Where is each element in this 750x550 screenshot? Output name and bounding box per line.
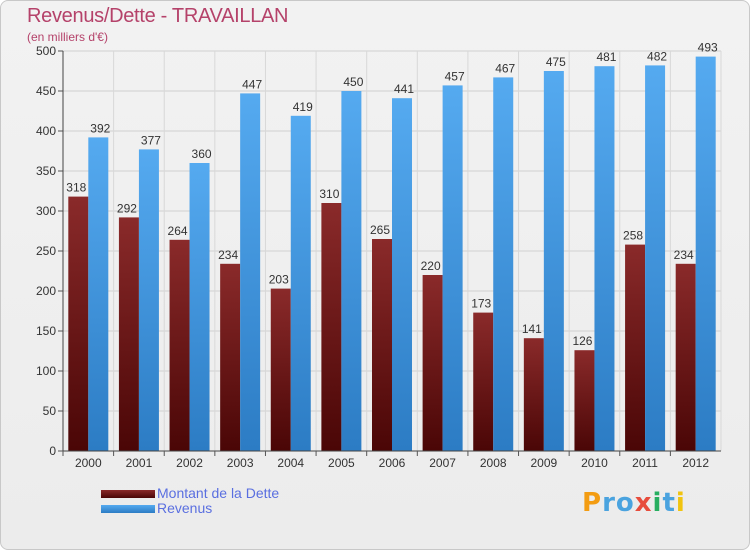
bar-revenus: [543, 71, 564, 451]
data-label-revenus: 481: [596, 50, 616, 64]
data-label-revenus: 493: [698, 41, 718, 55]
bar-revenus: [88, 137, 109, 451]
bar-debt: [625, 244, 646, 451]
data-label-revenus: 419: [293, 100, 313, 114]
data-label-debt: 234: [218, 248, 238, 262]
data-label-debt: 318: [66, 181, 86, 195]
bar-debt: [68, 196, 89, 451]
chart-subtitle: (en milliers d'€): [27, 30, 108, 44]
bar-revenus: [138, 149, 159, 451]
data-label-revenus: 482: [647, 49, 667, 63]
logo-letter: i: [675, 488, 686, 518]
bar-debt: [574, 350, 595, 451]
data-label-debt: 173: [471, 297, 491, 311]
bar-revenus: [341, 91, 362, 451]
data-label-debt: 292: [117, 201, 137, 215]
legend-swatch-debt: [101, 490, 155, 498]
chart-title: Revenus/Dette - TRAVAILLAN: [27, 5, 289, 27]
data-label-revenus: 467: [495, 61, 515, 75]
data-label-debt: 220: [421, 259, 441, 273]
x-tick-label: 2003: [227, 456, 254, 470]
bar-revenus: [442, 85, 463, 452]
bar-debt: [422, 275, 443, 451]
x-tick-label: 2004: [277, 456, 304, 470]
bar-revenus: [645, 65, 666, 452]
bar-debt: [523, 338, 544, 451]
x-tick-label: 2007: [429, 456, 456, 470]
data-label-revenus: 392: [90, 121, 110, 135]
y-tick-label: 300: [36, 204, 56, 218]
legend-swatch-revenus: [101, 505, 155, 513]
x-tick-label: 2001: [126, 456, 153, 470]
bar-debt: [321, 203, 342, 451]
legend-label-revenus: Revenus: [157, 500, 213, 516]
bar-debt: [675, 263, 696, 451]
data-label-revenus: 457: [445, 69, 465, 83]
data-label-debt: 141: [522, 322, 542, 336]
logo-letter: r: [602, 488, 616, 518]
x-tick-label: 2009: [530, 456, 557, 470]
data-label-revenus: 475: [546, 55, 566, 69]
y-tick-label: 500: [36, 44, 56, 58]
logo-letter: i: [652, 488, 663, 518]
y-tick-label: 250: [36, 244, 56, 258]
data-label-debt: 234: [674, 248, 694, 262]
bar-revenus: [392, 98, 412, 451]
bar-debt: [270, 288, 291, 451]
data-label-revenus: 360: [192, 147, 212, 161]
bar-revenus: [493, 77, 514, 452]
y-tick-label: 450: [36, 84, 56, 98]
data-label-debt: 265: [370, 223, 390, 237]
bar-debt: [220, 263, 241, 451]
data-label-revenus: 441: [394, 82, 414, 96]
y-tick-label: 400: [36, 124, 56, 138]
bar-revenus: [594, 66, 615, 451]
x-tick-label: 2006: [379, 456, 406, 470]
proxiti-logo: Proxiti: [582, 488, 686, 518]
y-tick-label: 200: [36, 284, 56, 298]
data-label-revenus: 450: [343, 75, 363, 89]
logo-letter: x: [634, 488, 653, 518]
logo-letter: o: [615, 488, 635, 518]
bar-debt: [118, 217, 139, 451]
data-label-debt: 264: [168, 224, 188, 238]
logo-letter: t: [662, 488, 676, 518]
x-tick-label: 2002: [176, 456, 203, 470]
bar-revenus: [695, 56, 716, 451]
data-label-revenus: 377: [141, 133, 161, 147]
data-label-debt: 258: [623, 229, 643, 243]
x-tick-label: 2005: [328, 456, 355, 470]
y-tick-label: 0: [49, 444, 56, 458]
bar-debt: [372, 239, 392, 451]
y-tick-label: 350: [36, 164, 56, 178]
y-tick-label: 100: [36, 364, 56, 378]
bar-revenus: [189, 163, 210, 451]
y-tick-label: 150: [36, 324, 56, 338]
legend-label-debt: Montant de la Dette: [157, 485, 280, 501]
bar-revenus: [290, 115, 311, 452]
x-tick-label: 2012: [682, 456, 709, 470]
x-tick-label: 2010: [581, 456, 608, 470]
logo-letter: P: [582, 488, 603, 518]
bar-debt: [169, 239, 190, 451]
data-label-revenus: 447: [242, 77, 262, 91]
bar-revenus: [240, 93, 261, 452]
x-tick-label: 2000: [75, 456, 102, 470]
data-label-debt: 203: [269, 273, 289, 287]
data-label-debt: 310: [319, 187, 339, 201]
bar-debt: [473, 312, 494, 451]
data-label-debt: 126: [572, 334, 592, 348]
x-tick-label: 2011: [632, 456, 658, 470]
y-tick-label: 50: [43, 404, 57, 418]
x-tick-label: 2008: [480, 456, 507, 470]
